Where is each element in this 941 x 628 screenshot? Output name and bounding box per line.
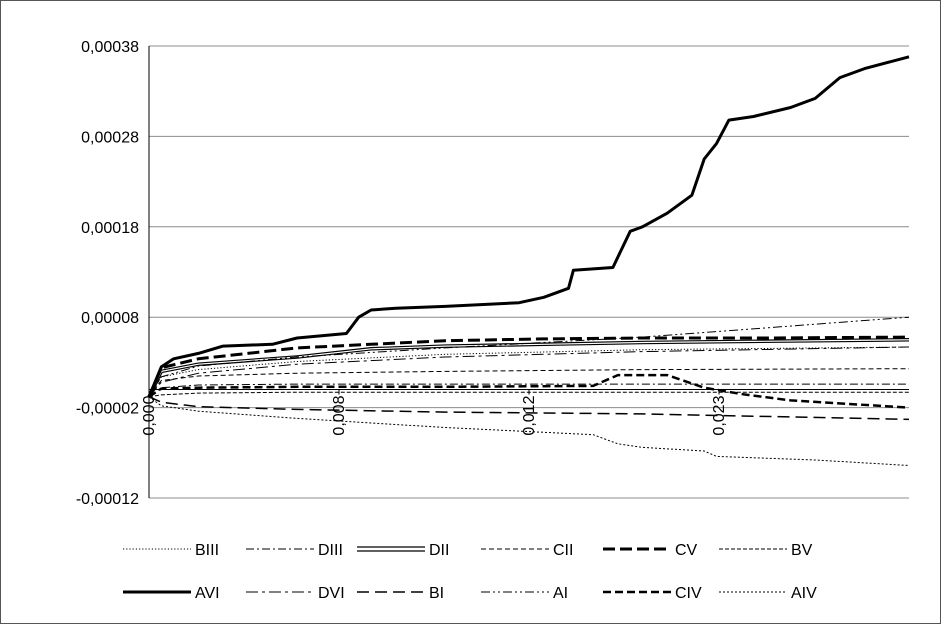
legend-label-aiv: AIV	[791, 585, 817, 602]
legend-item-biii: BIII	[123, 542, 219, 559]
legend-label-ai: AI	[553, 585, 568, 602]
legend-item-avi: AVI	[123, 585, 220, 602]
legend-label-diii: DIII	[318, 542, 343, 559]
series-line-cii	[148, 368, 910, 398]
y-tick-label: -0,00002	[76, 401, 139, 418]
series-lines	[147, 55, 910, 466]
legend-label-civ: CIV	[675, 585, 702, 602]
series-line-bi	[148, 396, 910, 421]
legend-label-dvi: DVI	[318, 585, 345, 602]
legend-label-bv: BV	[791, 542, 813, 559]
y-tick-label: -0,00012	[76, 491, 139, 508]
legend-item-ai: AI	[481, 585, 568, 602]
y-tick-label: 0,00018	[81, 220, 139, 237]
x-tick-label: 0,023	[711, 395, 728, 435]
gridlines	[149, 45, 909, 499]
legend-label-cv: CV	[675, 542, 698, 559]
x-tick-label: 0,012	[521, 395, 538, 435]
legend-label-biii: BIII	[195, 542, 219, 559]
legend-item-cv: CV	[603, 542, 698, 559]
y-tick-label: 0,00038	[81, 39, 139, 56]
y-axis-ticks: 0,00038 0,00028 0,00018 0,00008 -0,00002 -0,0…	[76, 39, 139, 508]
series-line-avi	[147, 55, 910, 398]
legend-label-bi: BI	[429, 585, 444, 602]
series-line-ai	[148, 316, 910, 398]
legend-label-dii: DII	[429, 542, 449, 559]
legend-item-bi: BI	[357, 585, 444, 602]
legend-label-cii: CII	[553, 542, 573, 559]
legend-item-dvi: DVI	[246, 585, 345, 602]
legend-item-aiv: AIV	[719, 585, 817, 602]
y-tick-label: 0,00028	[81, 129, 139, 146]
legend-item-cii: CII	[481, 542, 573, 559]
x-tick-label: 0,008	[331, 395, 348, 435]
legend-item-diii: DIII	[246, 542, 343, 559]
legend-item-bv: BV	[719, 542, 813, 559]
series-line-bv	[148, 391, 909, 398]
series-line-dii-inner	[148, 339, 910, 398]
series-line-dii	[147, 338, 910, 398]
series-line-civ	[148, 373, 910, 409]
x-tick-label: 0,000	[141, 395, 158, 435]
series-line-diii	[148, 383, 909, 398]
series-line-dvi	[148, 346, 910, 398]
y-tick-label: 0,00008	[81, 310, 139, 327]
legend-item-dii: DII	[357, 542, 449, 559]
legend-label-avi: AVI	[195, 585, 220, 602]
series-line-aiv	[148, 396, 910, 466]
series-line-cv	[147, 335, 910, 398]
x-axis-ticks: 0,000 0,008 0,012 0,023	[141, 389, 728, 436]
legend: BIII DIII DII CII CV BV AVI DVI BI AI CIV AIV	[123, 542, 817, 602]
legend-item-civ: CIV	[603, 585, 702, 602]
